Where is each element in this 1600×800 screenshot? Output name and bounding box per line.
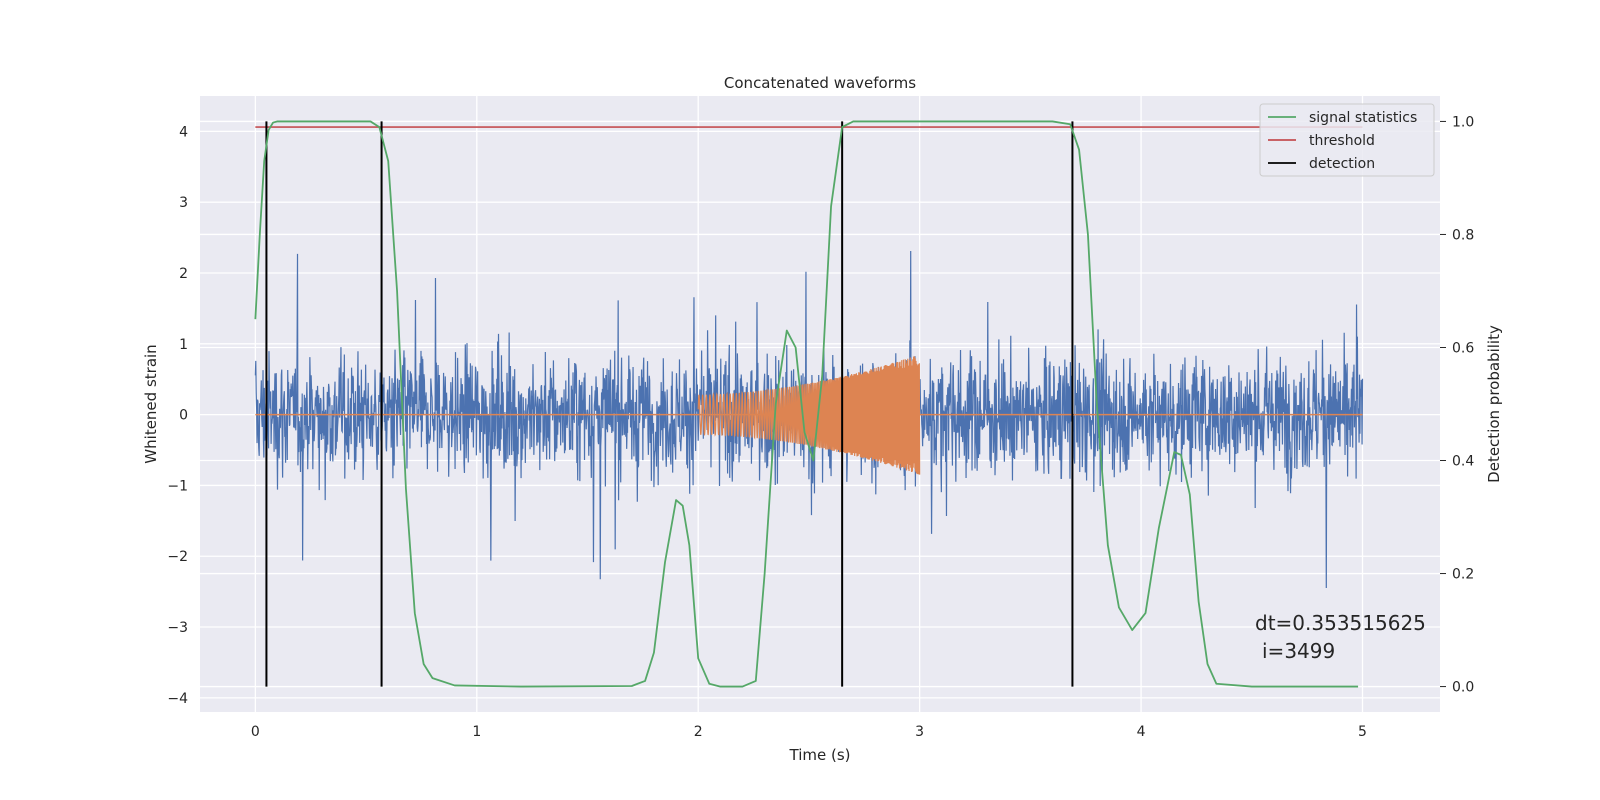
x-axis-label: Time (s)	[789, 746, 851, 764]
legend-box	[1259, 103, 1435, 177]
y-right-tick-label: 0.4	[1452, 454, 1474, 470]
x-tick-label: 0	[251, 724, 260, 740]
y-right-tick-label: 0.6	[1452, 340, 1474, 356]
x-tick-label: 2	[694, 724, 703, 740]
signal-statistics-line	[254, 120, 1359, 688]
series-layer	[254, 120, 1363, 688]
y-tick-label: 0	[179, 408, 188, 424]
injection-trace	[697, 356, 921, 475]
data-layer	[254, 120, 1364, 688]
y-right-tick-label: 0.2	[1452, 567, 1474, 583]
y-right-tick-label: 1.0	[1452, 114, 1474, 130]
chart-title: Concatenated waveforms	[724, 74, 916, 92]
y-right-tick-label: 0.8	[1452, 227, 1474, 243]
legend-label-detection: detection	[1309, 156, 1375, 172]
y-tick-label: −3	[167, 620, 188, 636]
y-tick-label: 2	[179, 266, 188, 282]
x-tick-label: 3	[915, 724, 924, 740]
x-tick-label: 1	[472, 724, 481, 740]
legend-label-threshold: threshold	[1309, 133, 1375, 149]
x-tick-label: 5	[1358, 724, 1367, 740]
x-tick-label: 4	[1137, 724, 1146, 740]
y-tick-label: 4	[179, 124, 188, 140]
y-tick-label: 3	[179, 195, 188, 211]
noise-trace	[254, 251, 1364, 588]
y-axis-right-label: Detection probability	[1485, 325, 1503, 483]
y-axis-left: −4 −3 −2 −1 0 1 2 3 4	[167, 124, 188, 706]
y-right-tick-label: 0.0	[1452, 680, 1474, 696]
y-tick-label: −4	[167, 691, 188, 707]
grid	[200, 96, 1440, 712]
y-tick-label: −1	[167, 478, 188, 494]
y-tick-label: 1	[179, 337, 188, 353]
y-axis-label: Whitened strain	[142, 344, 160, 463]
y-axis-right: 0.0 0.2 0.4 0.6 0.8 1.0	[1440, 114, 1474, 696]
y-tick-label: −2	[167, 549, 188, 565]
legend-label-signal-statistics: signal statistics	[1309, 110, 1417, 126]
legend: signal statistics threshold detection	[1259, 103, 1435, 177]
annotation-i: i=3499	[1262, 639, 1335, 663]
annotation-dt: dt=0.353515625	[1255, 611, 1426, 635]
x-axis: 0 1 2 3 4 5	[251, 724, 1367, 740]
